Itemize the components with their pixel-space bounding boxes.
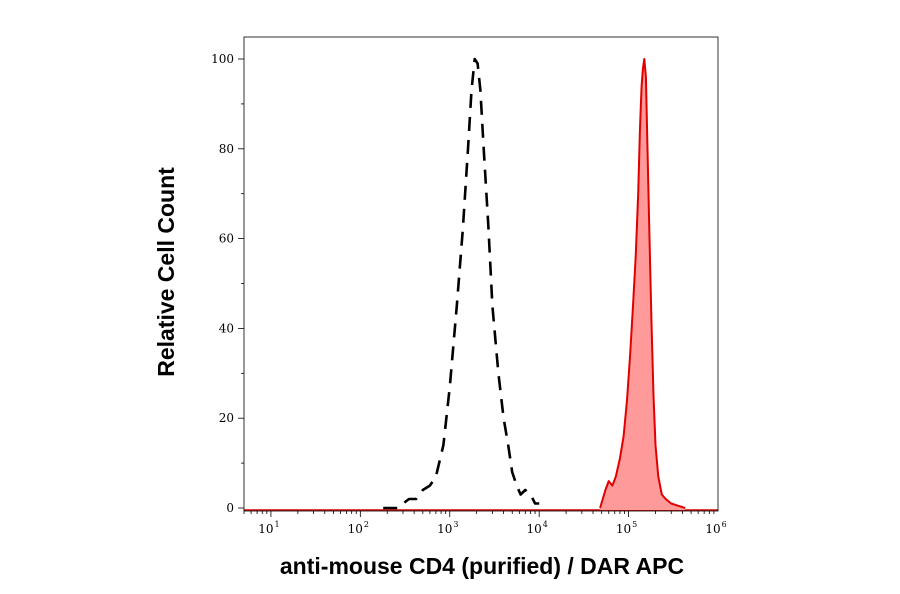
y-tick-label: 100 [211, 52, 234, 66]
series-line-stained [599, 58, 686, 509]
x-tick-label: 106 [705, 520, 726, 536]
y-tick-label: 80 [219, 142, 234, 156]
x-tick-label: 101 [258, 520, 279, 536]
plot-frame [243, 36, 719, 512]
y-tick-label: 20 [219, 411, 234, 425]
x-axis-title: anti-mouse CD4 (purified) / DAR APC [280, 553, 684, 579]
y-axis-title: Relative Cell Count [153, 167, 179, 377]
x-tick-label: 105 [616, 520, 637, 536]
x-axis: 101 102 103 104 105 106 [243, 511, 727, 536]
y-tick-label: 0 [226, 501, 234, 515]
plot-area [244, 57, 718, 511]
y-axis: 0 20 40 60 80 100 [211, 52, 244, 515]
y-tick-label: 60 [219, 232, 234, 246]
x-tick-label: 102 [348, 520, 369, 536]
series-line-control [383, 57, 540, 510]
y-tick-label: 40 [219, 321, 234, 335]
series-area-fill [600, 59, 686, 510]
x-tick-label: 103 [437, 520, 458, 536]
x-tick-label: 104 [526, 520, 547, 536]
